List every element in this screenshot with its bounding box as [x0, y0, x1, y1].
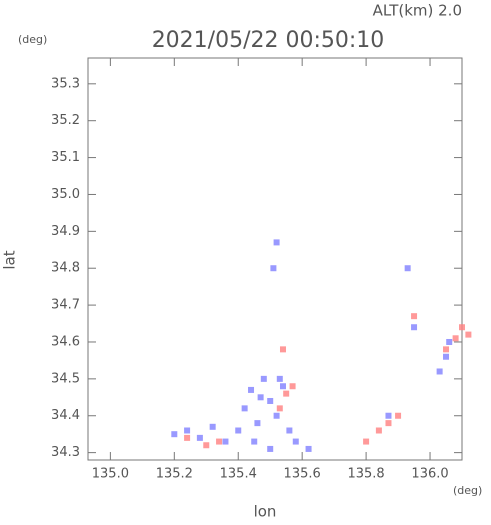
radar-echo: [171, 431, 178, 438]
y-tick-label: 35.2: [51, 113, 80, 128]
radar-echo: [222, 438, 229, 445]
y-tick-label: 34.3: [51, 445, 80, 460]
radar-echo: [375, 427, 382, 434]
radar-echo: [184, 434, 191, 441]
radar-echo: [411, 313, 418, 320]
x-axis-label: lon: [254, 503, 277, 521]
radar-echo: [270, 265, 277, 272]
x-tick-label: 135.8: [347, 467, 384, 482]
y-axis-label: lat: [1, 250, 19, 269]
radar-echo: [436, 368, 443, 375]
radar-echo: [184, 427, 191, 434]
radar-echo: [465, 331, 472, 338]
plot-frame: [87, 57, 463, 461]
y-tick-label: 34.9: [51, 224, 80, 239]
x-tick-label: 135.6: [284, 467, 321, 482]
radar-echo: [395, 412, 402, 419]
y-tick-label: 34.5: [51, 371, 80, 386]
y-tick-label: 34.7: [51, 298, 80, 313]
radar-echo: [267, 397, 274, 404]
x-tick-label: 135.2: [156, 467, 193, 482]
radar-echo: [267, 445, 274, 452]
radar-echo: [279, 346, 286, 353]
radar-echo: [446, 338, 453, 345]
radar-echo: [196, 434, 203, 441]
radar-echo: [241, 405, 248, 412]
x-tick-label: 135.4: [220, 467, 257, 482]
y-tick-label: 35.3: [51, 76, 80, 91]
y-tick-label: 34.6: [51, 334, 80, 349]
radar-echo: [273, 412, 280, 419]
x-tick-label: 135.0: [92, 467, 129, 482]
radar-echo: [404, 265, 411, 272]
radar-echo: [279, 383, 286, 390]
radar-echo: [385, 412, 392, 419]
radar-echo: [363, 438, 370, 445]
radar-echo: [276, 405, 283, 412]
radar-echo: [283, 390, 290, 397]
x-unit: (deg): [453, 484, 482, 497]
y-tick-label: 34.8: [51, 261, 80, 276]
radar-echo: [452, 335, 459, 342]
radar-echo: [273, 239, 280, 246]
radar-echo: [411, 324, 418, 331]
radar-echo: [203, 442, 210, 449]
chart-title: 2021/05/22 00:50:10: [152, 28, 385, 53]
radar-echo: [209, 423, 216, 430]
radar-echo: [443, 353, 450, 360]
y-tick-label: 34.4: [51, 408, 80, 423]
radar-echo: [216, 438, 223, 445]
radar-echo: [305, 445, 312, 452]
radar-echo: [286, 427, 293, 434]
altitude-label: ALT(km) 2.0: [373, 2, 462, 20]
radar-echo: [276, 375, 283, 382]
radar-echo: [254, 420, 261, 427]
y-tick-label: 35.1: [51, 150, 80, 165]
radar-echo: [257, 394, 264, 401]
y-unit: (deg): [18, 33, 47, 46]
radar-echo: [385, 420, 392, 427]
radar-echo: [260, 375, 267, 382]
radar-echo: [443, 346, 450, 353]
radar-echo: [235, 427, 242, 434]
radar-echo: [248, 386, 255, 393]
y-tick-label: 35.0: [51, 187, 80, 202]
radar-echo: [459, 324, 465, 331]
radar-echo: [292, 438, 299, 445]
radar-echo: [289, 383, 296, 390]
x-tick-label: 136.0: [411, 467, 448, 482]
radar-echo: [251, 438, 258, 445]
